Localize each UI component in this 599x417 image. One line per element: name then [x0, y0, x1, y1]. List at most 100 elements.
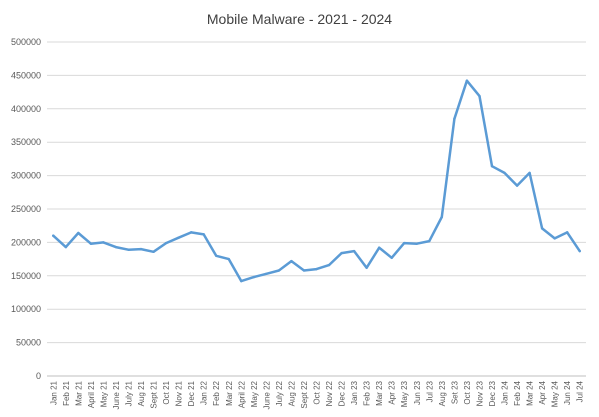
- gridlines: [47, 41, 586, 344]
- x-tick-label: Set 23: [450, 380, 459, 404]
- x-tick-label: Sept 22: [300, 380, 309, 408]
- data-point: [189, 231, 193, 234]
- x-tick-label: Jan 21: [49, 380, 58, 405]
- data-point: [52, 234, 55, 237]
- x-tick-label: Feb 23: [363, 380, 372, 405]
- data-point: [152, 250, 155, 253]
- x-tick-label: Oct 22: [313, 380, 322, 404]
- y-tick-label: 400000: [11, 104, 41, 114]
- x-tick-label: July 22: [275, 380, 284, 406]
- data-point: [327, 263, 331, 267]
- data-point: [428, 239, 431, 243]
- data-point: [265, 272, 268, 275]
- y-tick-label: 150000: [11, 271, 41, 281]
- data-point: [503, 171, 506, 175]
- x-tick-label: May 22: [250, 380, 259, 407]
- data-point: [127, 248, 130, 251]
- x-tick-label: Aug 23: [438, 380, 447, 406]
- y-axis-tick-labels: 0 50000 100000 150000 200000 250000 300000 3500…: [11, 37, 41, 381]
- y-tick-label: 250000: [11, 204, 41, 214]
- x-tick-label: May 23: [400, 380, 409, 407]
- data-point: [390, 256, 393, 259]
- x-tick-label: Nov 21: [175, 380, 184, 406]
- x-tick-label: Dec 21: [187, 380, 196, 406]
- data-point: [77, 231, 80, 235]
- data-point: [553, 237, 556, 240]
- data-point: [352, 249, 356, 253]
- x-tick-label: Jun 23: [413, 380, 422, 405]
- series-group: [52, 79, 581, 283]
- data-point: [490, 165, 494, 168]
- x-tick-label: May 24: [551, 380, 560, 407]
- x-tick-label: Apr 23: [388, 380, 397, 404]
- x-tick-label: Nov 23: [475, 380, 484, 406]
- x-tick-label: Jan 23: [350, 380, 359, 405]
- data-point: [415, 242, 418, 245]
- y-tick-label: 100000: [11, 304, 41, 314]
- data-point: [565, 231, 569, 234]
- x-tick-label: April 22: [237, 380, 246, 408]
- x-tick-label: May 21: [99, 380, 108, 407]
- x-tick-label: Jan 24: [501, 380, 510, 405]
- x-tick-label: Aug 21: [137, 380, 146, 406]
- y-tick-label: 500000: [11, 37, 41, 47]
- data-point: [377, 246, 381, 249]
- y-tick-label: 50000: [16, 338, 41, 348]
- x-tick-label: Jun 24: [563, 380, 572, 405]
- data-point: [540, 227, 544, 230]
- x-tick-label: Mar 22: [225, 380, 234, 405]
- y-tick-label: 200000: [11, 237, 41, 247]
- data-point: [64, 245, 68, 249]
- x-tick-label: Feb 21: [62, 380, 71, 405]
- data-point: [164, 241, 168, 245]
- data-point: [102, 241, 105, 244]
- series-line: [52, 79, 581, 283]
- data-point: [302, 269, 306, 272]
- x-tick-label: April 21: [87, 380, 96, 408]
- x-tick-label: Dec 23: [488, 380, 497, 406]
- x-tick-label: Dec 22: [338, 380, 347, 406]
- x-tick-label: Apr 24: [538, 380, 547, 404]
- y-tick-label: 450000: [11, 70, 41, 80]
- x-axis-tick-labels: Jan 21 Feb 21 Mar 21 April 21 May 21 June 21 J…: [49, 380, 584, 409]
- data-point: [240, 279, 243, 283]
- data-point: [578, 249, 581, 253]
- x-tick-label: Nov 22: [325, 380, 334, 406]
- x-tick-label: June 22: [262, 380, 271, 409]
- data-point: [478, 94, 481, 98]
- chart-title: Mobile Malware - 2021 - 2024: [207, 11, 392, 27]
- x-tick-label: Mar 24: [526, 380, 535, 405]
- data-point: [177, 236, 180, 239]
- x-tick-label: Mar 21: [74, 380, 83, 405]
- y-tick-label: 300000: [11, 171, 41, 181]
- data-point: [340, 251, 343, 255]
- data-point: [403, 241, 406, 245]
- data-point: [440, 215, 444, 219]
- data-point: [528, 171, 531, 175]
- data-points: [52, 79, 581, 283]
- x-tick-label: Oct 21: [162, 380, 171, 404]
- x-tick-label: Aug 22: [287, 380, 296, 406]
- data-point: [515, 184, 519, 187]
- data-point: [139, 247, 143, 251]
- data-point: [227, 257, 230, 261]
- data-point: [252, 275, 256, 279]
- data-point: [277, 269, 281, 272]
- x-tick-label: Jan 22: [200, 380, 209, 405]
- data-point: [365, 266, 368, 269]
- x-tick-label: Oct 23: [463, 380, 472, 404]
- data-point: [215, 254, 218, 257]
- x-tick-label: Jul 24: [576, 380, 585, 402]
- x-tick-label: June 21: [112, 380, 121, 409]
- data-point: [290, 259, 293, 263]
- x-tick-label: Jul 23: [425, 380, 434, 402]
- x-tick-label: Sept 21: [150, 380, 159, 408]
- data-point: [465, 79, 469, 82]
- data-point: [315, 267, 318, 271]
- x-tick-label: Feb 24: [513, 380, 522, 405]
- data-point: [453, 117, 456, 121]
- data-point: [114, 245, 118, 249]
- data-point: [202, 233, 205, 236]
